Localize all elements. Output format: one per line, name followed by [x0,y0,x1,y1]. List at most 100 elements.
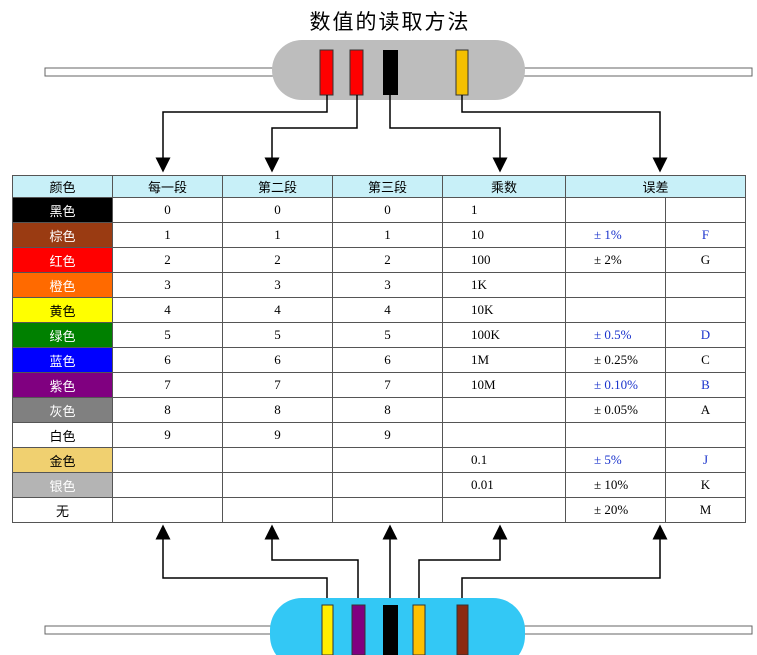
digit2-cell: 5 [222,322,333,348]
digit1-cell: 6 [112,347,223,373]
digit1-cell: 7 [112,372,223,398]
table-row: 黄色 4 4 4 10K [12,297,746,323]
empty-cell [112,497,223,523]
digit3-cell: 9 [332,422,443,448]
table-row: 红色 2 2 2 100 ± 2% G [12,247,746,273]
color-cell: 金色 [12,447,113,473]
multiplier-cell: 1K [442,272,566,298]
table-row: 灰色 8 8 8 ± 0.05% A [12,397,746,423]
tolerance-cell: ± 1% [565,222,666,248]
empty-cell [222,447,333,473]
code-cell: D [665,322,746,348]
code-cell: A [665,397,746,423]
digit3-cell: 1 [332,222,443,248]
digit2-cell: 6 [222,347,333,373]
header-cell: 第二段 [222,175,333,198]
empty-cell [112,472,223,498]
empty-cell [665,297,746,323]
color-cell: 无 [12,497,113,523]
digit2-cell: 4 [222,297,333,323]
digit3-cell: 3 [332,272,443,298]
top-resistor [44,40,753,100]
top-arrows [155,95,668,173]
digit1-cell: 5 [112,322,223,348]
code-cell: K [665,472,746,498]
tolerance-cell: ± 2% [565,247,666,273]
title: 数值的读取方法 [309,10,471,34]
tolerance-cell: ± 5% [565,447,666,473]
color-cell: 白色 [12,422,113,448]
digit2-cell: 2 [222,247,333,273]
code-cell: M [665,497,746,523]
code-cell: C [665,347,746,373]
empty-cell [112,447,223,473]
color-cell: 红色 [12,247,113,273]
table-row: 金色 0.1 ± 5% J [12,447,746,473]
bottom-resistor [44,598,753,655]
code-cell: G [665,247,746,273]
table-row: 黑色 0 0 0 1 [12,197,746,223]
multiplier-cell: 10 [442,222,566,248]
digit1-cell: 8 [112,397,223,423]
digit3-cell: 0 [332,197,443,223]
empty-cell [442,497,566,523]
color-cell: 紫色 [12,372,113,398]
empty-cell [565,197,666,223]
empty-cell [442,397,566,423]
multiplier-cell: 0.01 [442,472,566,498]
table-row: 银色 0.01 ± 10% K [12,472,746,498]
multiplier-cell: 1 [442,197,566,223]
color-cell: 黑色 [12,197,113,223]
header-cell: 乘数 [442,175,566,198]
digit3-cell: 4 [332,297,443,323]
header-cell: 误差 [565,175,746,198]
color-code-table: 颜色 每一段 第二段 第三段 乘数 误差 黑色 0 0 0 1 棕色 1 1 1 10 ± 1% F 红色 2 2 2 10… [12,175,746,523]
table-row: 橙色 3 3 3 1K [12,272,746,298]
code-cell: B [665,372,746,398]
code-cell: F [665,222,746,248]
table-row: 棕色 1 1 1 10 ± 1% F [12,222,746,248]
multiplier-cell: 100 [442,247,566,273]
color-cell: 黄色 [12,297,113,323]
empty-cell [565,297,666,323]
digit1-cell: 1 [112,222,223,248]
header-cell: 每一段 [112,175,223,198]
table-row: 白色 9 9 9 [12,422,746,448]
multiplier-cell: 10K [442,297,566,323]
table-row: 绿色 5 5 5 100K ± 0.5% D [12,322,746,348]
empty-cell [332,497,443,523]
multiplier-cell: 1M [442,347,566,373]
empty-cell [665,197,746,223]
tolerance-cell: ± 0.25% [565,347,666,373]
color-cell: 蓝色 [12,347,113,373]
digit3-cell: 2 [332,247,443,273]
digit2-cell: 3 [222,272,333,298]
empty-cell [665,422,746,448]
empty-cell [442,422,566,448]
digit2-cell: 1 [222,222,333,248]
table-row: 蓝色 6 6 6 1M ± 0.25% C [12,347,746,373]
empty-cell [332,447,443,473]
digit2-cell: 0 [222,197,333,223]
empty-cell [332,472,443,498]
table-row: 紫色 7 7 7 10M ± 0.10% B [12,372,746,398]
empty-cell [222,497,333,523]
digit3-cell: 8 [332,397,443,423]
empty-cell [665,272,746,298]
color-cell: 橙色 [12,272,113,298]
tolerance-cell: ± 20% [565,497,666,523]
color-cell: 棕色 [12,222,113,248]
digit2-cell: 9 [222,422,333,448]
empty-cell [565,272,666,298]
multiplier-cell: 10M [442,372,566,398]
digit1-cell: 2 [112,247,223,273]
code-cell: J [665,447,746,473]
color-cell: 绿色 [12,322,113,348]
empty-cell [222,472,333,498]
bottom-arrows [155,524,668,605]
header-cell: 颜色 [12,175,113,198]
multiplier-cell: 0.1 [442,447,566,473]
digit2-cell: 8 [222,397,333,423]
